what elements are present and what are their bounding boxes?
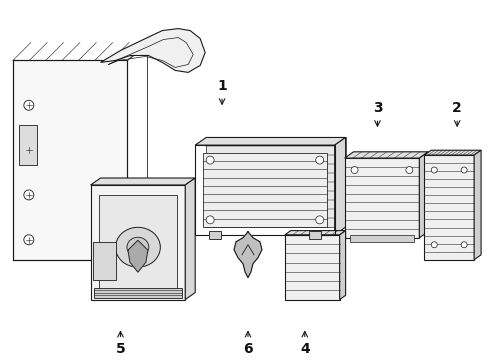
Circle shape (24, 145, 34, 155)
FancyBboxPatch shape (13, 60, 127, 260)
Polygon shape (424, 150, 481, 155)
Ellipse shape (127, 237, 149, 257)
Polygon shape (419, 152, 428, 238)
Polygon shape (195, 138, 345, 145)
Text: 4: 4 (300, 342, 310, 356)
Circle shape (316, 156, 324, 164)
Circle shape (431, 167, 437, 173)
Circle shape (431, 242, 437, 248)
Polygon shape (234, 232, 262, 278)
Text: 2: 2 (452, 101, 462, 115)
FancyBboxPatch shape (98, 195, 177, 289)
Polygon shape (285, 235, 340, 300)
Polygon shape (128, 240, 148, 272)
FancyBboxPatch shape (91, 185, 185, 300)
Circle shape (461, 167, 467, 173)
Polygon shape (424, 155, 474, 260)
Polygon shape (206, 138, 345, 227)
FancyBboxPatch shape (209, 231, 221, 239)
Polygon shape (335, 138, 345, 235)
Circle shape (461, 242, 467, 248)
FancyBboxPatch shape (94, 288, 182, 298)
Polygon shape (185, 178, 195, 300)
Polygon shape (100, 28, 205, 72)
Polygon shape (91, 178, 195, 185)
FancyBboxPatch shape (19, 125, 37, 165)
Polygon shape (344, 158, 419, 238)
FancyBboxPatch shape (93, 242, 116, 280)
Circle shape (24, 100, 34, 110)
Polygon shape (344, 152, 428, 158)
Polygon shape (474, 150, 481, 260)
Circle shape (24, 190, 34, 200)
Text: 1: 1 (217, 79, 227, 93)
Polygon shape (340, 231, 345, 300)
Polygon shape (203, 153, 327, 227)
Ellipse shape (116, 227, 160, 267)
FancyBboxPatch shape (349, 235, 415, 242)
Polygon shape (285, 231, 345, 235)
Circle shape (316, 216, 324, 224)
Text: 3: 3 (373, 101, 382, 115)
Text: 5: 5 (116, 342, 125, 356)
Circle shape (351, 167, 358, 174)
Circle shape (24, 235, 34, 245)
Circle shape (206, 156, 214, 164)
Circle shape (206, 216, 214, 224)
FancyBboxPatch shape (309, 231, 321, 239)
Circle shape (406, 167, 413, 174)
Text: 6: 6 (243, 342, 253, 356)
